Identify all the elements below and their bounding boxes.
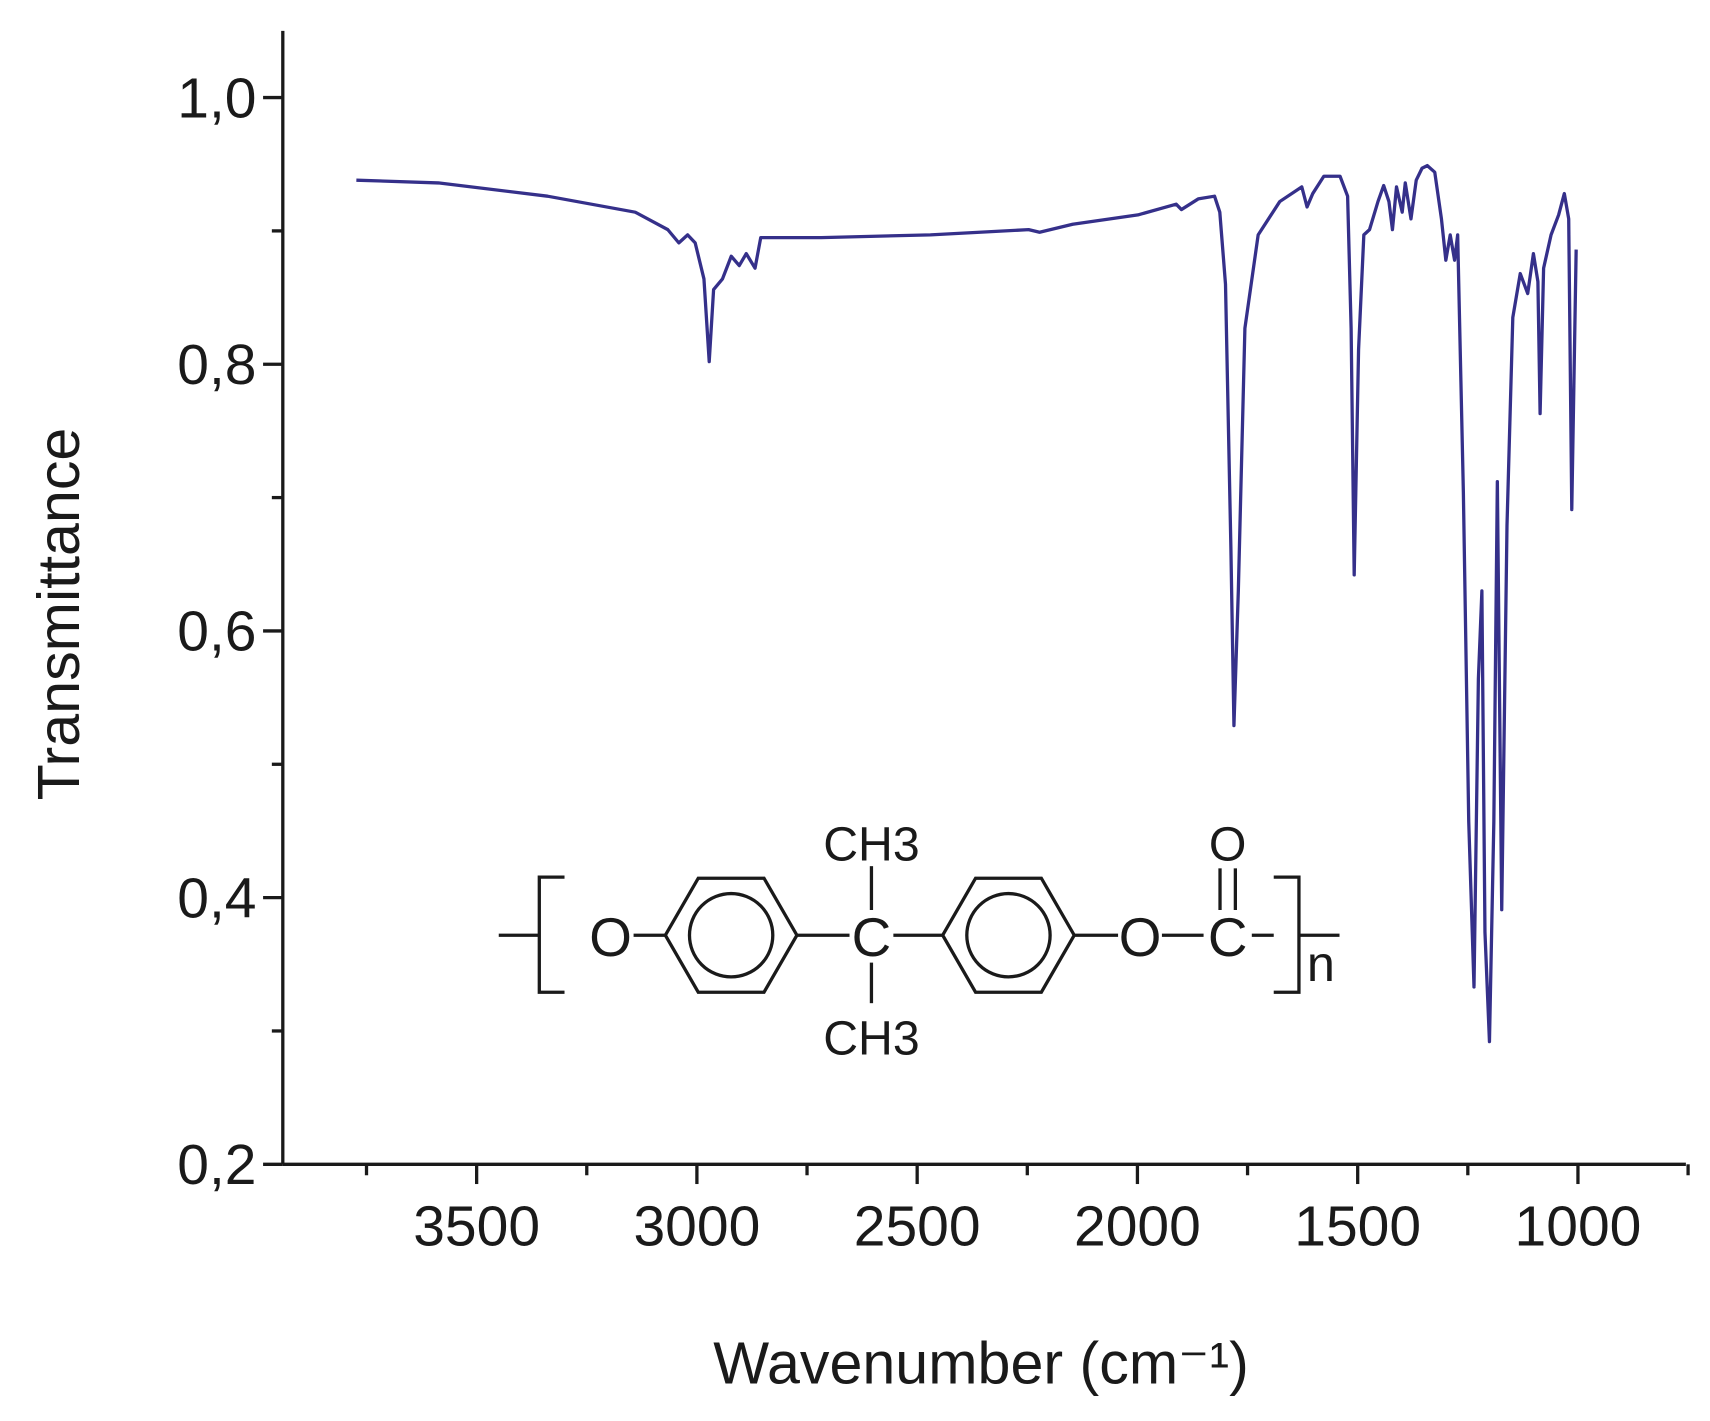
y-tick-label: 0,2 bbox=[177, 1133, 256, 1197]
structure-label: C bbox=[1208, 906, 1248, 968]
x-axis-label: Wavenumber (cm⁻¹) bbox=[713, 1330, 1249, 1397]
structure-label: O bbox=[1209, 818, 1247, 872]
axes bbox=[281, 30, 1686, 1166]
y-tick-label: 1,0 bbox=[177, 66, 256, 130]
structure-label: O bbox=[1119, 906, 1162, 968]
y-axis-label: Transmittance bbox=[25, 428, 92, 801]
x-tick-label: 3000 bbox=[633, 1194, 760, 1258]
structure-label: CH3 bbox=[823, 818, 919, 872]
y-tick-label: 0,4 bbox=[177, 866, 256, 930]
x-tick-label: 1000 bbox=[1515, 1194, 1642, 1258]
x-tick-label: 3500 bbox=[413, 1194, 540, 1258]
x-tick-label: 1500 bbox=[1294, 1194, 1421, 1258]
structure-drawing bbox=[498, 866, 1340, 1004]
y-tick-label: 0,8 bbox=[177, 333, 256, 397]
spectrum-line bbox=[356, 163, 1578, 1044]
structure-label: O bbox=[589, 906, 632, 968]
structure-label: C bbox=[852, 906, 892, 968]
structure-label: n bbox=[1307, 935, 1335, 992]
x-tick-label: 2500 bbox=[854, 1194, 981, 1258]
y-tick-label: 0,6 bbox=[177, 600, 256, 664]
structure-label: CH3 bbox=[823, 1012, 919, 1066]
x-tick-label: 2000 bbox=[1074, 1194, 1201, 1258]
